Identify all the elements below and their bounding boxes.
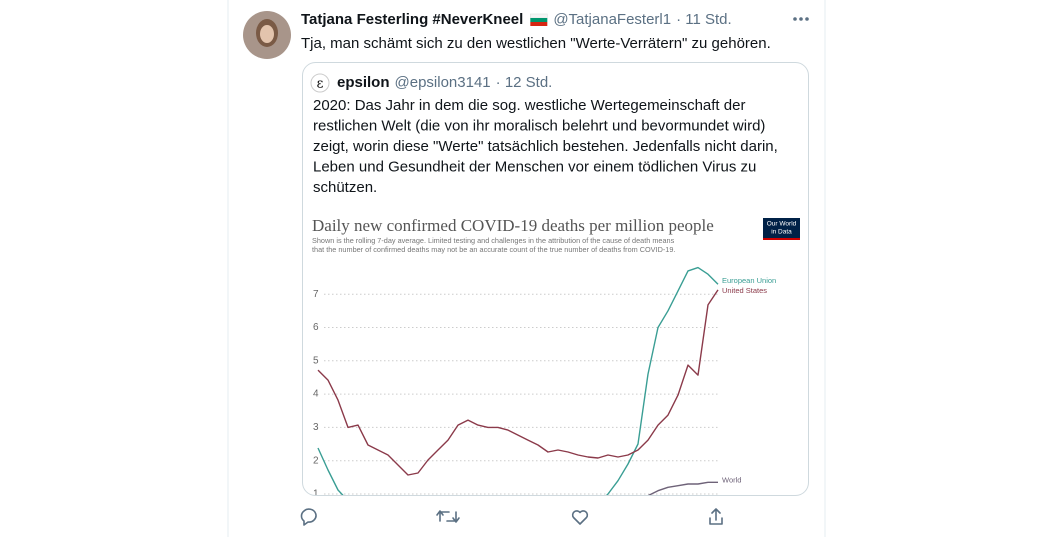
y-tick-label: 2 [313,455,319,466]
series-line [317,266,719,495]
chart-subtitle: Shown is the rolling 7-day average. Limi… [312,236,675,245]
owid-logo [763,218,800,240]
owid-logo-text: in Data [771,229,792,236]
chart-image: Daily new confirmed COVID-19 deaths per … [312,216,800,500]
tweet-text: Tja, man schämt sich zu den westlichen "… [301,35,771,52]
y-tick-label: 7 [313,289,319,300]
timestamp[interactable]: · 11 Std. [676,11,732,28]
like-button[interactable] [571,510,589,525]
quote-text-line: restlichen Welt (die von ihr moralisch b… [313,117,765,134]
quote-author-handle: @epsilon3141 [395,74,491,91]
quote-avatar-glyph: ε [317,77,324,92]
reply-button[interactable] [300,508,317,526]
series-label: United States [722,286,767,295]
chart-title: Daily new confirmed COVID-19 deaths per … [312,216,714,235]
series-line [318,481,718,495]
quote-avatar [310,73,330,93]
quote-text-line: 2020: Das Jahr in dem die sog. westliche… [313,97,745,114]
quote-card[interactable] [302,62,809,496]
quote-text-line: Leben und Gesundheit der Menschen vor ei… [313,158,756,175]
series-line [317,289,719,476]
author-handle[interactable]: @TatjanaFesterl1 [553,11,671,28]
y-tick-label: 5 [313,355,319,366]
y-tick-label: 1 [313,489,319,500]
y-tick-label: 3 [313,422,319,433]
more-button[interactable] [793,17,809,21]
series-label: European Union [722,276,776,285]
owid-logo-bar [763,238,800,240]
author-name[interactable]: Tatjana Festerling #NeverKneel [301,11,523,28]
share-button[interactable] [709,508,723,525]
chart-subtitle: that the number of confirmed deaths may … [312,245,675,254]
quote-author-name: epsilon [337,74,390,91]
flag-emoji [530,13,548,26]
quote-timestamp: · 12 Std. [496,74,553,91]
series-label: World [722,475,741,484]
quote-text-line: schützen. [313,179,377,196]
avatar-face [260,25,274,43]
y-tick-label: 6 [313,322,319,333]
y-tick-label: 4 [313,389,319,400]
quote-text-line: zeigt, worin diese "Werte" tatsächlich b… [313,138,778,155]
retweet-button[interactable] [436,510,460,523]
owid-logo-text: Our World [767,221,797,228]
